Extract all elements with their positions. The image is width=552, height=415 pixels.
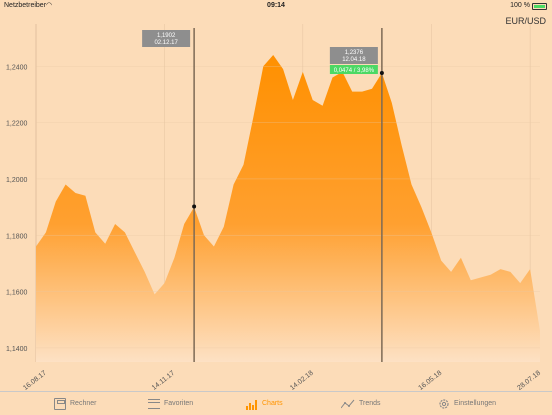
- tab-label: Charts: [262, 400, 283, 407]
- y-tick-label: 1,2200: [6, 121, 28, 128]
- y-tick-label: 1,1400: [6, 346, 28, 353]
- y-tick-label: 1,2000: [6, 177, 28, 184]
- x-tick-label: 16.08.17: [22, 370, 48, 391]
- status-bar: Netzbetreiber ◠ 09:14 100 %: [0, 0, 552, 12]
- tab-einstellungen[interactable]: Einstellungen: [438, 392, 496, 415]
- tab-charts[interactable]: Charts: [246, 392, 283, 415]
- tab-label: Einstellungen: [454, 400, 497, 407]
- list-icon: [148, 398, 160, 410]
- y-tick-label: 1,1600: [6, 290, 28, 297]
- tab-label: Rechner: [70, 400, 97, 407]
- tab-trends[interactable]: Trends: [341, 392, 381, 415]
- tooltip-date: 12.04.18: [342, 57, 366, 63]
- trend-line-icon: [341, 399, 355, 408]
- bar-chart-icon: [246, 399, 257, 410]
- tooltip-box: [329, 47, 378, 64]
- x-tick-label: 16.05.18: [417, 370, 443, 391]
- marker-dot: [192, 204, 197, 209]
- rate-area: [36, 55, 540, 362]
- tooltip-value: 1,2376: [345, 50, 364, 56]
- battery-icon: [532, 3, 547, 10]
- tab-bar: Rechner Favoriten Charts Trends Einstell…: [0, 391, 552, 415]
- tab-rechner[interactable]: Rechner: [54, 392, 96, 415]
- change-label: 0,0474 / 3,98%: [334, 68, 375, 74]
- rate-chart[interactable]: 1,1400 1,1600 1,1800 1,2000 1,2200 1,2400 16.0…: [0, 0, 552, 391]
- tooltip-date: 02.12.17: [154, 40, 178, 46]
- battery-percentage: 100 %: [510, 2, 530, 9]
- marker-dot: [379, 71, 384, 76]
- tab-label: Trends: [359, 400, 381, 407]
- x-tick-label: 28.07.18: [516, 370, 542, 391]
- calculator-icon: [54, 397, 66, 410]
- carrier-label: Netzbetreiber: [4, 2, 47, 9]
- tab-label: Favoriten: [164, 400, 194, 407]
- x-tick-label: 14.11.17: [151, 370, 176, 391]
- wifi-icon: ◠: [46, 2, 53, 9]
- gear-icon: [439, 398, 449, 409]
- tab-favoriten[interactable]: Favoriten: [148, 392, 193, 415]
- y-tick-label: 1,1800: [6, 233, 28, 240]
- status-time: 09:14: [267, 2, 285, 9]
- change-box: [329, 65, 378, 74]
- tooltip-value: 1,1902: [157, 33, 176, 39]
- currency-pair-title: EUR/USD: [505, 16, 546, 26]
- x-tick-label: 14.02.18: [289, 370, 315, 391]
- y-tick-label: 1,2400: [6, 64, 28, 71]
- tooltip-box: [142, 30, 191, 47]
